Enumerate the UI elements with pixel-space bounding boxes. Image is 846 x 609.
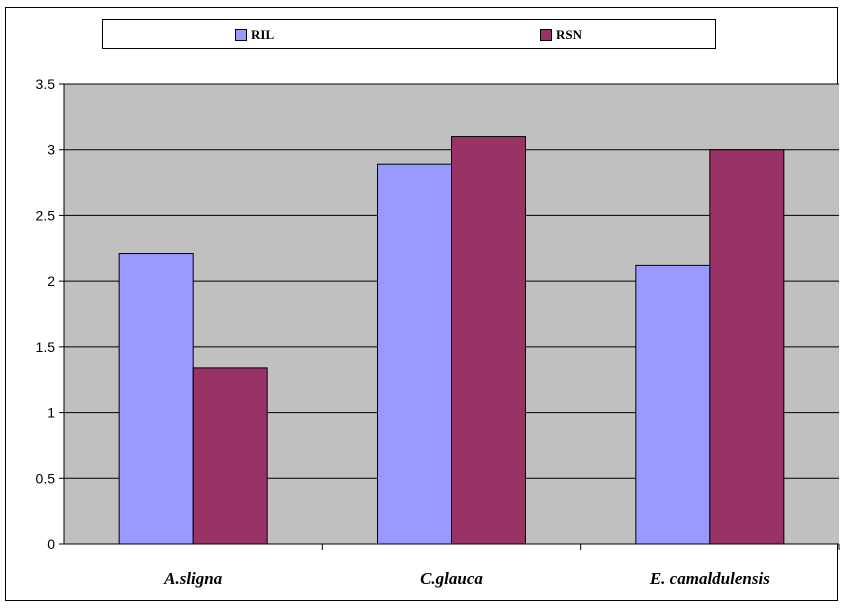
bar-rsn: [451, 136, 526, 545]
bar-rsn: [709, 149, 785, 545]
y-tick-label: 0: [47, 536, 55, 552]
y-tick-label: 0.5: [36, 470, 56, 486]
y-tick-label: 3.5: [36, 76, 56, 92]
x-category-label: A.sligna: [163, 569, 223, 588]
y-tick-label: 2: [47, 273, 55, 289]
legend-label-ril: RIL: [251, 27, 275, 42]
x-category-label: C.glauca: [420, 569, 483, 588]
bar-ril: [635, 264, 711, 545]
legend: RIL RSN: [102, 19, 716, 49]
y-tick-label: 2.5: [36, 207, 56, 223]
legend-swatch-rsn: [540, 29, 552, 41]
y-tick-label: 3: [47, 142, 55, 158]
legend-swatch-ril: [235, 29, 247, 41]
x-category-label: E. camaldulensis: [649, 569, 770, 588]
legend-label-rsn: RSN: [556, 27, 583, 42]
y-tick-label: 1.5: [36, 339, 56, 355]
y-tick-label: 1: [47, 405, 55, 421]
bar-ril: [377, 163, 452, 545]
bar-ril: [118, 253, 194, 545]
legend-item-rsn: RSN: [540, 27, 582, 43]
bar-rsn: [192, 367, 268, 545]
legend-item-ril: RIL: [235, 27, 274, 43]
